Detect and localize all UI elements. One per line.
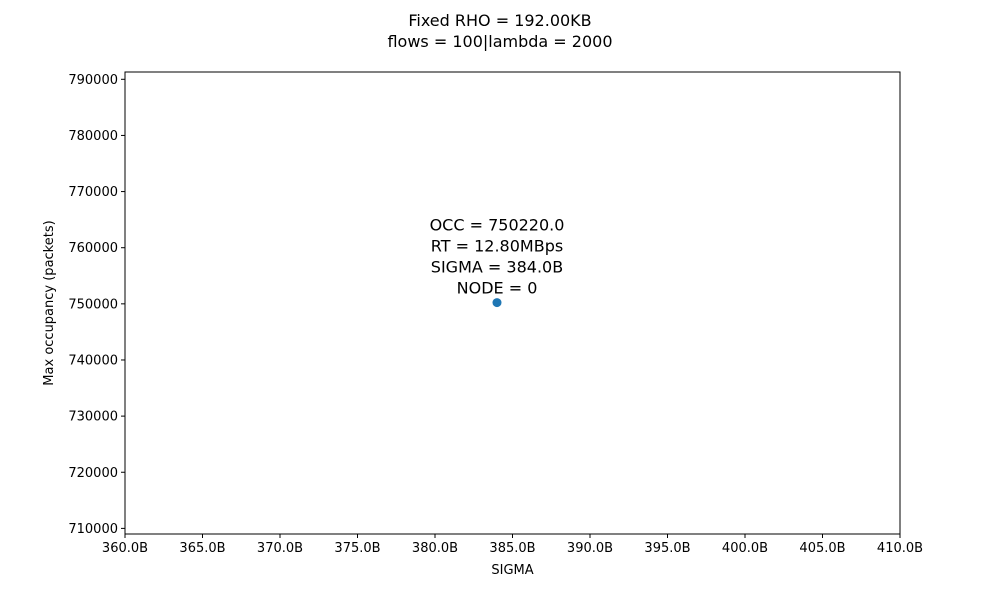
plot-area xyxy=(124,71,901,535)
y-tick-label: 710000 xyxy=(68,522,118,537)
y-tick-label: 750000 xyxy=(68,297,118,312)
y-tick-label: 760000 xyxy=(68,241,118,256)
chart-title-line: flows = 100|lambda = 2000 xyxy=(387,32,612,51)
data-point xyxy=(492,298,502,308)
point-annotation-line: NODE = 0 xyxy=(457,279,538,298)
point-annotation-line: RT = 12.80MBps xyxy=(431,237,563,256)
y-tick-label: 780000 xyxy=(68,129,118,144)
y-tick-label: 770000 xyxy=(68,185,118,200)
annotations: OCC = 750220.0 RT = 12.80MBps SIGMA = 384.… xyxy=(430,216,565,298)
x-tick-label: 405.0B xyxy=(799,541,845,556)
y-axis: 710000 720000 730000 740000 750000 760000 7700… xyxy=(68,73,125,537)
x-axis: 360.0B 365.0B 370.0B 375.0B 380.0B 385.0B 390.… xyxy=(102,534,923,556)
x-axis-label: SIGMA xyxy=(491,563,533,578)
x-tick-label: 375.0B xyxy=(334,541,380,556)
chart-title-line: Fixed RHO = 192.00KB xyxy=(408,11,591,30)
x-tick-label: 400.0B xyxy=(722,541,768,556)
x-tick-label: 360.0B xyxy=(102,541,148,556)
y-tick-label: 720000 xyxy=(68,466,118,481)
chart-title: Fixed RHO = 192.00KB flows = 100|lambda =… xyxy=(387,11,612,51)
y-tick-label: 730000 xyxy=(68,410,118,425)
y-tick-label: 790000 xyxy=(68,73,118,88)
point-annotation-line: OCC = 750220.0 xyxy=(430,216,565,235)
x-tick-label: 365.0B xyxy=(179,541,225,556)
data-points xyxy=(492,298,502,308)
y-axis-label: Max occupancy (packets) xyxy=(42,220,57,385)
y-tick-label: 740000 xyxy=(68,353,118,368)
point-annotation-line: SIGMA = 384.0B xyxy=(431,258,563,277)
x-tick-label: 370.0B xyxy=(257,541,303,556)
x-tick-label: 410.0B xyxy=(877,541,923,556)
x-tick-label: 395.0B xyxy=(644,541,690,556)
x-tick-label: 385.0B xyxy=(489,541,535,556)
x-tick-label: 390.0B xyxy=(567,541,613,556)
x-tick-label: 380.0B xyxy=(412,541,458,556)
